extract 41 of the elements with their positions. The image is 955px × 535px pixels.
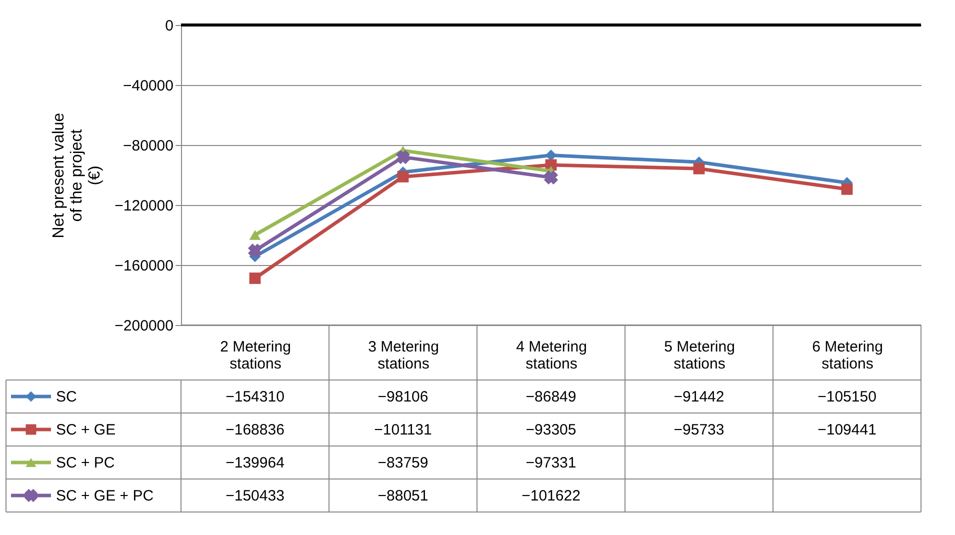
- data-label: −97331: [526, 454, 576, 472]
- data-label: −91442: [674, 388, 724, 406]
- data-label: −95733: [674, 422, 724, 438]
- point: [248, 244, 262, 258]
- data-label: −139964: [226, 454, 284, 472]
- data-label: −105150: [818, 388, 876, 406]
- y-tick-label: −40000: [123, 78, 174, 94]
- y-tick-label: −80000: [123, 138, 174, 154]
- point: [396, 150, 410, 164]
- x-tick-label: 4 Metering stations: [516, 338, 587, 372]
- point: [544, 170, 558, 184]
- legend-label: SC + GE + PC: [56, 488, 154, 504]
- data-label: −168836: [226, 422, 284, 438]
- y-tick-label: −120000: [114, 198, 174, 214]
- legend-label: SC + GE: [56, 422, 116, 438]
- point: [397, 170, 409, 182]
- data-label: −83759: [378, 454, 428, 472]
- x-tick-label: 5 Metering stations: [664, 338, 735, 372]
- data-label: −101622: [522, 488, 580, 504]
- data-label: −86849: [526, 388, 576, 406]
- y-tick-label: 0: [165, 18, 174, 34]
- data-label: −93305: [526, 422, 576, 438]
- legend-label: SC + PC: [56, 454, 115, 472]
- data-label: −109441: [818, 422, 876, 438]
- point: [249, 230, 261, 240]
- y-axis-title: Net present value of the project (€): [50, 112, 104, 238]
- x-tick-label: 2 Metering stations: [220, 338, 291, 372]
- legend-label: SC: [56, 388, 78, 406]
- point: [841, 183, 853, 195]
- data-label: −101131: [374, 422, 432, 438]
- data-label: −88051: [378, 488, 428, 504]
- point: [249, 272, 261, 284]
- data-label: −150433: [226, 488, 284, 504]
- y-tick-label: −160000: [114, 258, 174, 274]
- point: [693, 162, 705, 174]
- x-tick-label: 3 Metering stations: [368, 338, 439, 372]
- point: [545, 150, 557, 161]
- y-tick-label: −200000: [114, 318, 174, 334]
- data-label: −154310: [226, 388, 284, 406]
- data-label: −98106: [378, 388, 428, 406]
- x-tick-label: 6 Metering stations: [812, 338, 883, 372]
